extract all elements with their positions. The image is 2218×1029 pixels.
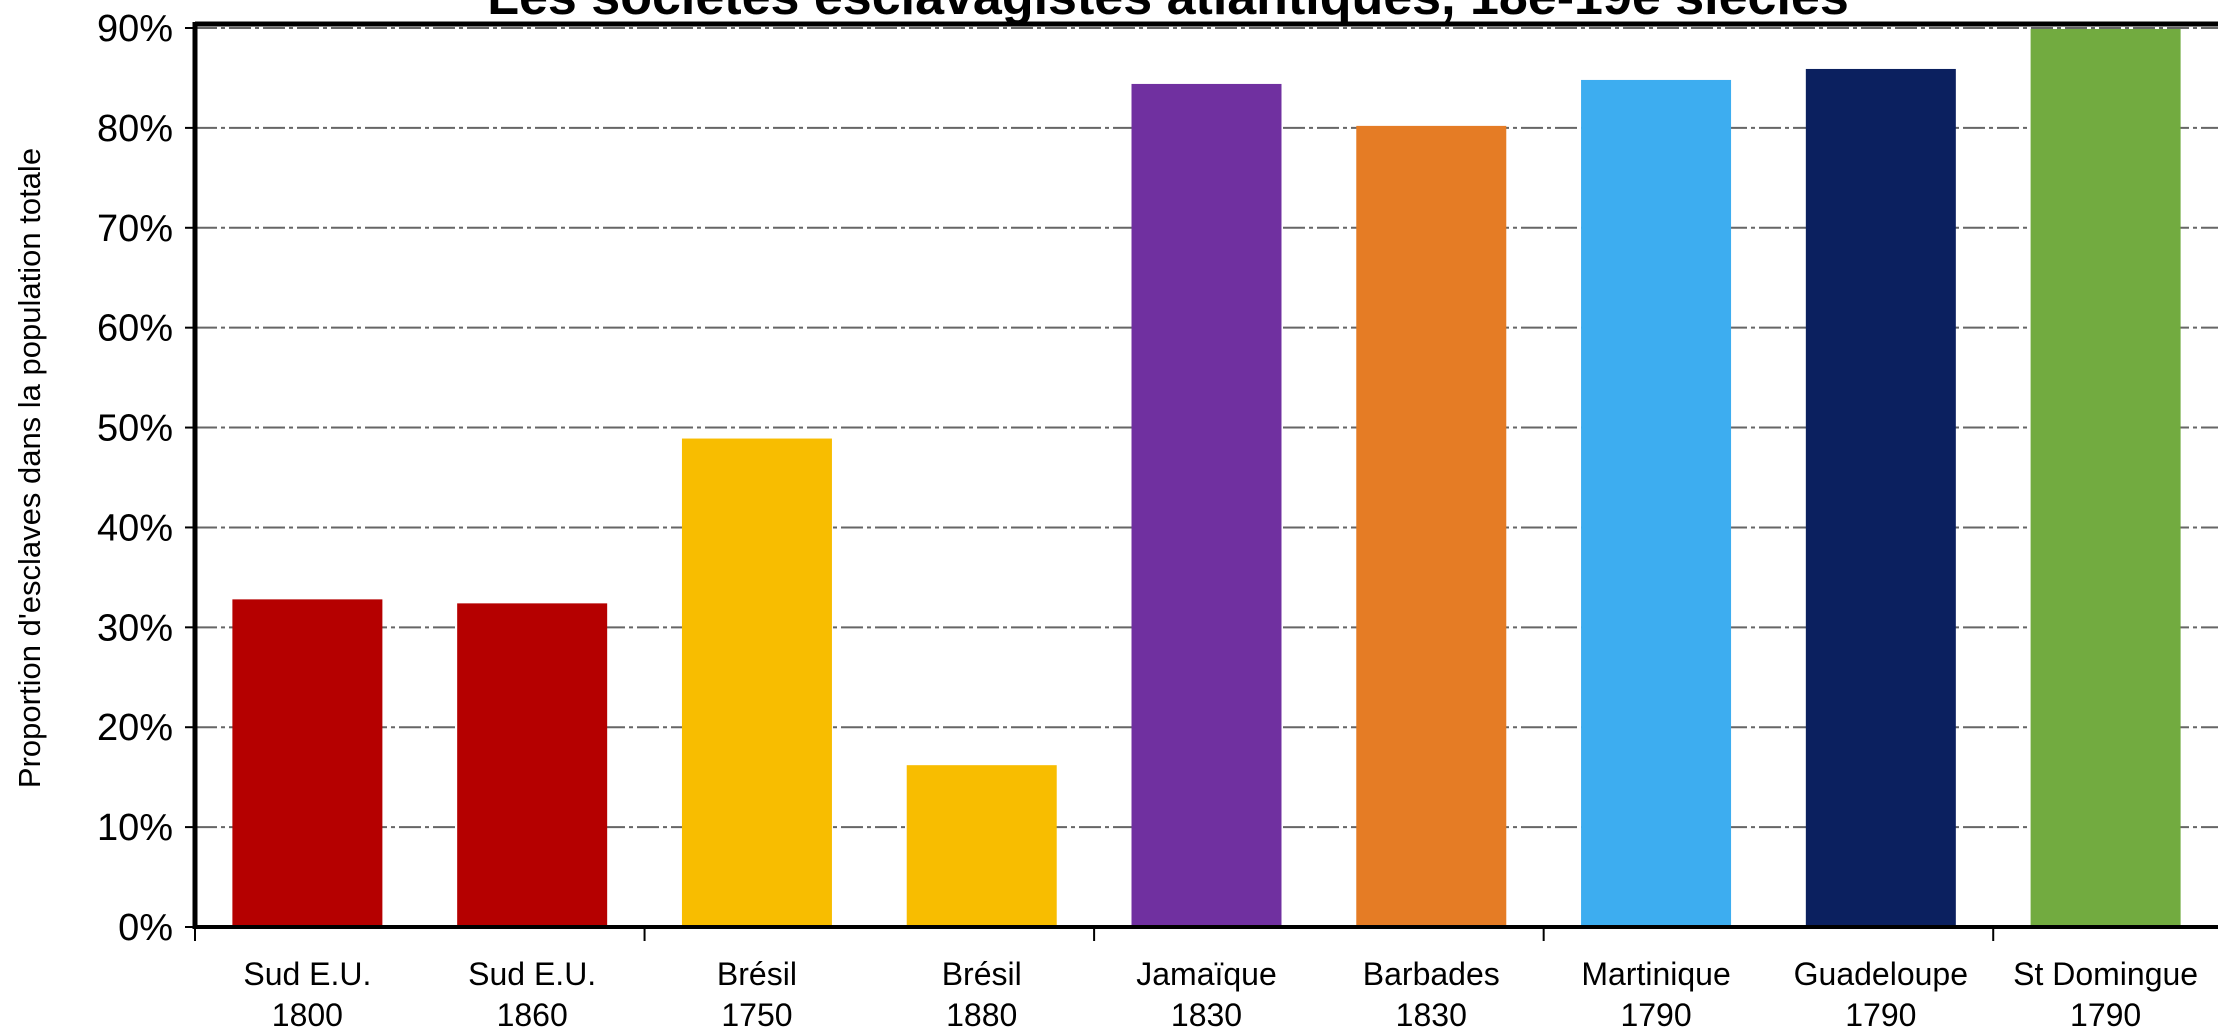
x-tick-label-year: 1790 — [1620, 997, 1691, 1029]
y-tick-label: 0% — [118, 907, 173, 949]
x-tick-label-year: 1830 — [1171, 997, 1242, 1029]
x-tick-label-year: 1860 — [497, 997, 568, 1029]
bar — [2030, 28, 2181, 927]
bar — [1131, 83, 1282, 928]
bars — [232, 28, 2181, 928]
y-tick-label: 30% — [97, 607, 173, 649]
y-tick-label: 20% — [97, 707, 173, 749]
x-tick-label: Jamaïque — [1136, 956, 1277, 992]
x-tick-label-year: 1790 — [2070, 997, 2141, 1029]
x-tick-label: Sud E.U. — [468, 956, 596, 992]
y-tick-label: 60% — [97, 308, 173, 350]
x-axis-ticks: Sud E.U. 1800 Sud E.U. 1860 Brésil 1750 Brésil… — [194, 927, 2198, 1029]
x-tick-label: Brésil — [942, 956, 1022, 992]
x-tick-label-year: 1790 — [1845, 997, 1916, 1029]
bar — [1356, 125, 1507, 927]
x-tick-label: Barbades — [1363, 956, 1500, 992]
y-tick-label: 70% — [97, 208, 173, 250]
y-tick-label: 90% — [97, 8, 173, 50]
x-tick-label: Brésil — [717, 956, 797, 992]
bar — [906, 765, 1057, 927]
bar — [681, 438, 832, 927]
x-tick-label-year: 1830 — [1396, 997, 1467, 1029]
x-tick-label: Sud E.U. — [243, 956, 371, 992]
bar — [1581, 79, 1732, 928]
x-tick-label: Guadeloupe — [1794, 956, 1968, 992]
x-tick-label: St Domingue — [2013, 956, 2198, 992]
y-axis-title: Proportion d'esclaves dans la population… — [12, 148, 47, 788]
y-tick-label: 50% — [97, 408, 173, 450]
y-tick-label: 10% — [97, 807, 173, 849]
x-tick-label-year: 1880 — [946, 997, 1017, 1029]
plot-frame — [192, 21, 2218, 929]
bar — [232, 599, 383, 927]
y-tick-label: 80% — [97, 108, 173, 150]
x-tick-label-year: 1800 — [272, 997, 343, 1029]
y-axis-ticks: 0% 10% 20% 30% 40% 50% 60% 70% 80% 90% — [97, 8, 195, 949]
bar — [457, 603, 608, 927]
x-tick-label-year: 1750 — [721, 997, 792, 1029]
x-tick-label: Martinique — [1581, 956, 1730, 992]
bar — [1805, 68, 1956, 927]
y-tick-label: 40% — [97, 507, 173, 549]
